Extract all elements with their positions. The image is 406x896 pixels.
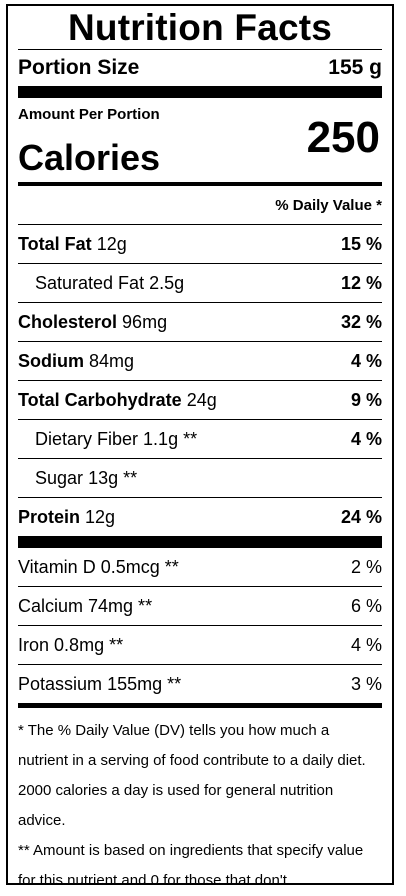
- vitamin-percent: 6 %: [350, 595, 382, 616]
- nutrient-name: Saturated Fat: [35, 272, 145, 293]
- vitamin-row-iron: Iron 0.8mg ** 4 %: [18, 626, 382, 664]
- vitamin-percent: 4 %: [350, 634, 382, 655]
- nutrient-amount: 24g: [186, 389, 217, 410]
- nutrient-row-protein: Protein 12g 24 %: [18, 498, 382, 536]
- vitamin-name: Vitamin D: [18, 556, 96, 577]
- calories-block: Amount Per Portion Calories 250: [18, 98, 382, 182]
- nutrient-percent: 12 %: [340, 272, 382, 293]
- label-title: Nutrition Facts: [67, 7, 333, 48]
- vitamin-amount: 74mg **: [88, 595, 153, 616]
- nutrient-amount: 1.1g **: [143, 428, 198, 449]
- divider: [18, 664, 382, 665]
- footnotes: * The % Daily Value (DV) tells you how m…: [18, 708, 382, 896]
- nutrient-percent: 32 %: [340, 311, 382, 332]
- vitamin-row-potassium: Potassium 155mg ** 3 %: [18, 665, 382, 703]
- vitamin-name: Calcium: [18, 595, 84, 616]
- calories-value: 250: [306, 113, 380, 162]
- nutrient-row-total-fat: Total Fat 12g 15 %: [18, 225, 382, 263]
- vitamin-name: Potassium: [18, 673, 103, 694]
- nutrient-percent: 24 %: [340, 506, 382, 527]
- nutrient-name: Cholesterol: [18, 311, 118, 332]
- nutrient-row-cholesterol: Cholesterol 96mg 32 %: [18, 303, 382, 341]
- daily-value-header: % Daily Value *: [18, 186, 382, 224]
- nutrient-amount: 12g: [96, 233, 127, 254]
- vitamin-amount: 0.8mg **: [54, 634, 124, 655]
- nutrient-row-saturated-fat: Saturated Fat 2.5g 12 %: [18, 264, 382, 302]
- calories-label: Calories: [18, 137, 161, 178]
- divider: [18, 458, 382, 459]
- divider-thick: [18, 86, 382, 98]
- nutrient-amount: 96mg: [122, 311, 168, 332]
- nutrient-amount: 2.5g: [149, 272, 185, 293]
- divider: [18, 263, 382, 264]
- divider-medium: [18, 703, 382, 708]
- divider-medium: [18, 182, 382, 186]
- nutrient-row-sodium: Sodium 84mg 4 %: [18, 342, 382, 380]
- divider: [18, 625, 382, 626]
- divider: [18, 380, 382, 381]
- footnote-amount: ** Amount is based on ingredients that s…: [18, 842, 364, 889]
- nutrient-name: Sugar: [35, 467, 84, 488]
- nutrient-row-sugar: Sugar 13g **: [18, 459, 382, 497]
- amount-per-portion-label: Amount Per Portion: [18, 106, 160, 123]
- vitamin-name: Iron: [18, 634, 50, 655]
- vitamin-percent: 2 %: [350, 556, 382, 577]
- nutrient-row-dietary-fiber: Dietary Fiber 1.1g ** 4 %: [18, 420, 382, 458]
- nutrient-amount: 13g **: [88, 467, 138, 488]
- divider: [18, 419, 382, 420]
- portion-size-value: 155 g: [328, 56, 382, 79]
- nutrient-percent: 4 %: [350, 350, 382, 371]
- nutrient-name: Sodium: [18, 350, 84, 371]
- nutrient-amount: 84mg: [89, 350, 135, 371]
- nutrient-name: Total Carbohydrate: [18, 389, 182, 410]
- vitamin-percent: 3 %: [350, 673, 382, 694]
- vitamin-amount: 155mg **: [107, 673, 182, 694]
- divider: [18, 497, 382, 498]
- nutrient-row-total-carbohydrate: Total Carbohydrate 24g 9 %: [18, 381, 382, 419]
- nutrient-name: Total Fat: [18, 233, 92, 254]
- nutrient-percent: 15 %: [340, 233, 382, 254]
- nutrient-percent: 9 %: [350, 389, 382, 410]
- vitamin-amount: 0.5mcg **: [100, 556, 179, 577]
- divider: [18, 586, 382, 587]
- nutrient-name: Dietary Fiber: [35, 428, 139, 449]
- nutrient-percent: 4 %: [350, 428, 382, 449]
- divider: [18, 341, 382, 342]
- nutrient-amount: 12g: [85, 506, 116, 527]
- vitamin-row-vitamin-d: Vitamin D 0.5mcg ** 2 %: [18, 548, 382, 586]
- divider: [18, 49, 382, 50]
- divider: [18, 224, 382, 225]
- divider: [18, 302, 382, 303]
- daily-value-header-label: % Daily Value *: [275, 196, 382, 214]
- portion-size-label: Portion Size: [18, 56, 140, 79]
- label-content: Nutrition Facts Portion Size 155 g Amoun…: [18, 6, 382, 896]
- divider-thick: [18, 536, 382, 548]
- nutrient-name: Protein: [18, 506, 81, 527]
- nutrition-label: Nutrition Facts Portion Size 155 g Amoun…: [6, 4, 394, 889]
- vitamin-row-calcium: Calcium 74mg ** 6 %: [18, 587, 382, 625]
- footnote-daily-value: * The % Daily Value (DV) tells you how m…: [18, 722, 366, 829]
- portion-size-row: Portion Size 155 g: [18, 50, 382, 86]
